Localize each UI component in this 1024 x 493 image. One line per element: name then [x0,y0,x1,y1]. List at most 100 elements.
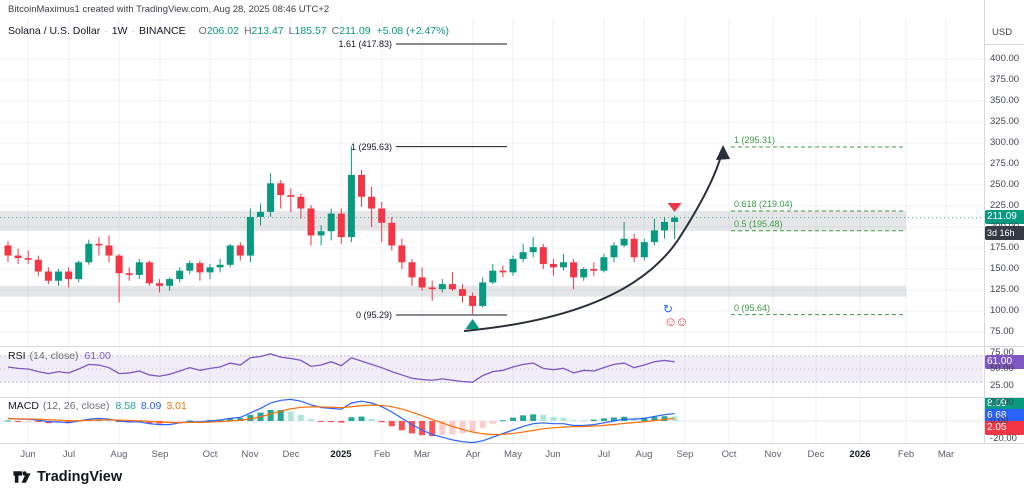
candle-body [509,258,517,273]
candle-body [14,255,22,259]
pane-separator-rsi[interactable] [0,346,1024,347]
exchange[interactable]: BINANCE [138,25,186,37]
price-zone-band[interactable] [0,211,906,231]
candle-body [459,289,466,296]
trend-curve-arrowhead[interactable] [716,145,730,160]
time-label-month: Feb [897,449,915,460]
macd-histogram-bar [15,421,22,422]
macd-histogram-bar [65,421,72,424]
time-label-month: Oct [721,449,737,460]
interval[interactable]: 1W [111,25,128,37]
price-tick-label: 250.00 [990,179,1020,190]
candle-body [125,273,133,275]
open-value: 206.02 [206,25,239,37]
tradingview-logo[interactable]: TradingView [12,467,122,487]
tradingview-logo-icon [13,471,31,483]
time-label-month: Nov [764,449,782,460]
fib-level-label[interactable]: 1.61 (417.83) [338,39,392,50]
macd-signal-value: 3.01 [166,400,187,412]
macd-tick-label: 0.00 [990,415,1009,426]
candle-body [4,245,12,256]
legend-separator: · [104,25,108,37]
rsi-line[interactable] [7,353,675,383]
time-label-year: 2025 [330,449,352,460]
macd-histogram-bar [106,420,112,422]
macd-histogram-badge: 8.09 [985,397,1024,411]
emoji-sticker[interactable]: ☺☺ [664,314,689,329]
candle-body [560,262,567,268]
time-label-month: Nov [241,449,259,460]
candle-countdown-badge: 3d 16h [985,226,1024,240]
macd-header[interactable]: MACD (12, 26, close) 8.58 8.09 3.01 [8,400,187,412]
time-scale[interactable]: Jun Jul Aug Sep Oct Nov Dec 2025 Feb Mar Apr May Jun… [0,443,1024,462]
macd-histogram-bar [600,418,607,421]
time-label-month: Aug [110,449,128,460]
candle-body [95,243,103,246]
time-label-month: Dec [282,449,300,460]
macd-histogram-bar [560,417,567,421]
rsi-tick-label: 50.00 [990,363,1014,374]
macd-line[interactable] [7,398,675,444]
candle-body [75,262,83,280]
macd-line-value: 8.09 [140,400,162,412]
macd-histogram-bar [570,419,577,421]
macd-histogram-bar [550,416,557,421]
candle-body [610,245,618,258]
macd-histogram-bar [641,417,648,421]
time-label-month: May [504,449,522,460]
candle-body [580,269,588,278]
buy-marker-triangle[interactable] [465,319,480,329]
legend-separator: · [131,25,135,37]
price-tick-label: 225.00 [990,200,1020,211]
trend-curve-arrow[interactable] [463,151,723,332]
time-label-month: Mar [937,449,955,460]
macd-histogram-bar [520,415,527,421]
time-label-month: Jul [62,449,76,460]
emoji-sticker[interactable]: ↻ [663,302,674,316]
sell-marker-triangle[interactable] [667,203,682,212]
rsi-header[interactable]: RSI (14, close) 61.00 [8,350,111,362]
fib-level-label-green[interactable]: 0.5 (195.48) [734,218,783,229]
macd-histogram-bar [429,421,436,437]
time-label-month: Sep [151,449,169,460]
macd-histogram-bar [530,414,537,421]
fib-level-label-green[interactable]: 1 (295.31) [734,134,776,145]
macd-histogram-bar [469,421,476,432]
candle-body [499,270,507,273]
macd-histogram-bar [308,418,314,421]
fib-level-label-green[interactable]: 0 (95.64) [734,302,771,313]
fib-level-label[interactable]: 1 (295.63) [350,141,392,152]
macd-signal-line[interactable] [7,404,675,436]
candle-body [438,284,446,290]
candle-body [246,216,254,256]
time-label-month: Jun [20,449,36,460]
candle-body [287,195,295,197]
symbol-title[interactable]: Solana / U.S. Dollar [8,25,101,37]
price-tick-label: 300.00 [990,137,1020,148]
candle-body [267,183,275,212]
price-tick-label: 350.00 [990,95,1020,106]
candle-body [388,222,396,246]
change-value: +5.08 (+2.47%) [376,25,449,37]
macd-histogram-bar [449,421,456,435]
fib-level-label-green[interactable]: 0.618 (219.04) [734,199,793,209]
fib-level-label[interactable]: 0 (95.29) [355,309,392,320]
macd-histogram-bar [196,420,203,422]
candle-body [671,217,679,222]
macd-line-badge: 6.68 [985,409,1024,423]
candle-body [196,263,204,273]
candle-body [34,259,42,272]
candle-body [650,230,658,243]
candle-body [317,231,325,236]
last-price-badge: 211.09 [985,210,1024,224]
pane-separator-macd[interactable] [0,397,1024,398]
low-label: L [288,25,295,37]
macd-histogram-bar [580,420,587,422]
candle-body [226,245,234,265]
high-value: 213.47 [251,25,284,37]
macd-histogram-bar [510,417,516,421]
price-tick-label: 400.00 [990,53,1020,64]
price-zone-band[interactable] [0,285,906,297]
macd-histogram-bar [186,420,193,422]
